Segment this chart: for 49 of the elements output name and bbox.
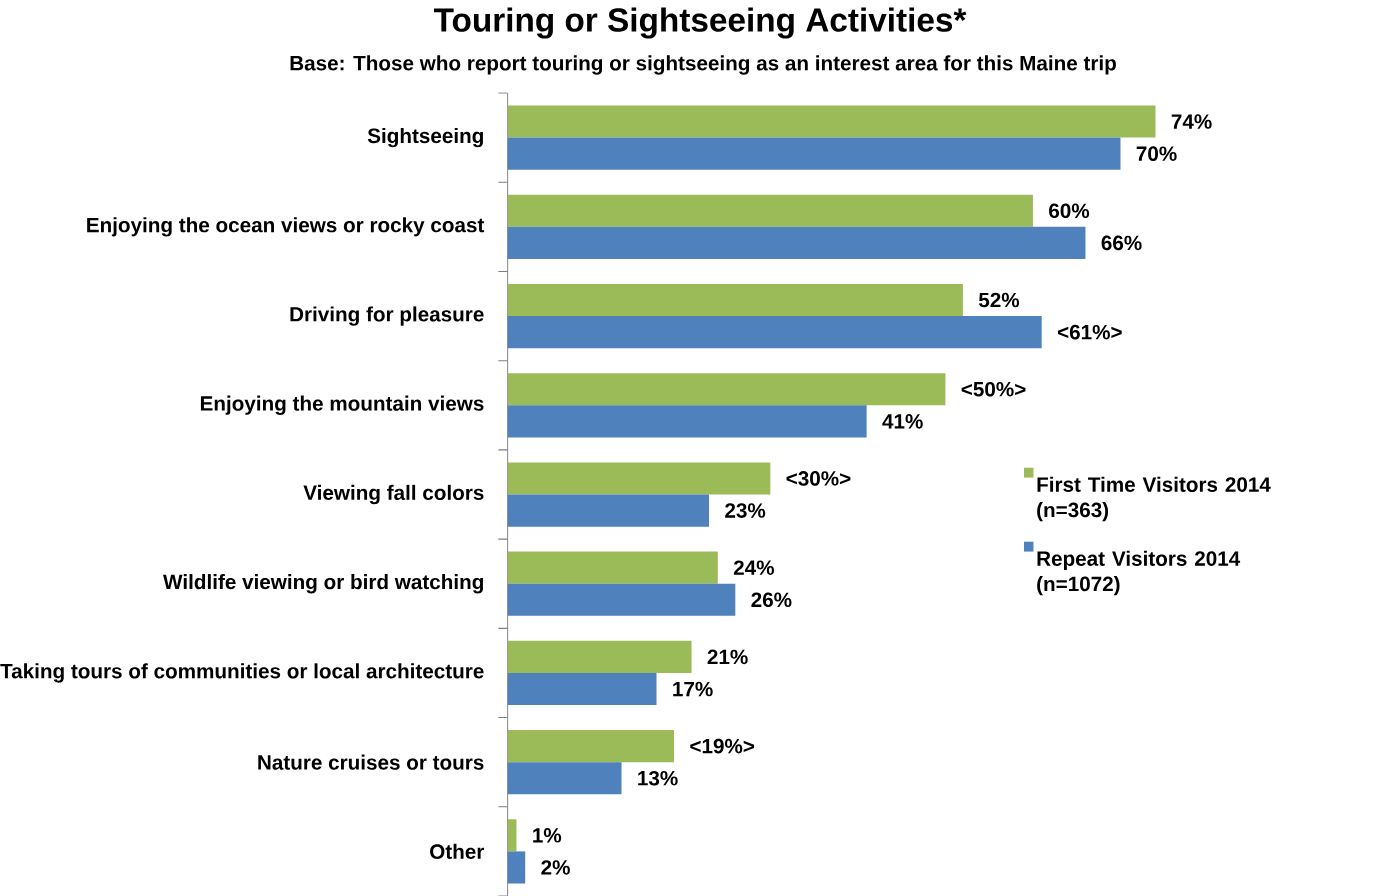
chart-title: Touring or Sightseeing Activities* [433, 7, 967, 39]
y-tick-label: Taking tours of communities or local architecture [0, 663, 484, 683]
data-label: 21% [707, 649, 748, 665]
data-label: 2% [541, 860, 570, 875]
data-label: 26% [751, 592, 792, 608]
bar [507, 551, 718, 584]
legend-label: Repeat Visitors 2014 (n=1072) [1037, 550, 1241, 596]
bar [507, 105, 1156, 138]
bar [507, 762, 622, 795]
data-label: 41% [882, 414, 923, 429]
data-label: <30%> [786, 471, 851, 486]
bar [507, 405, 867, 438]
data-label: 24% [733, 560, 774, 575]
bar [507, 672, 657, 706]
bar [507, 137, 1121, 170]
y-tick-label: Other [430, 843, 485, 859]
y-tick-label: Viewing fall colors [303, 484, 484, 505]
bar [507, 462, 771, 495]
data-label: 23% [725, 503, 766, 518]
bar [507, 583, 736, 616]
data-label: 70% [1136, 146, 1177, 162]
y-tick-label: Enjoying the ocean views or rocky coast [87, 217, 485, 237]
data-label: 52% [978, 292, 1020, 308]
bar [507, 494, 710, 527]
data-label: 13% [638, 770, 678, 786]
data-label: <19%> [690, 738, 755, 754]
y-tick-label: Driving for pleasure [290, 306, 484, 326]
bar [507, 226, 1086, 259]
y-tick-label: Wildlife viewing or bird watching [163, 574, 483, 594]
data-label: 66% [1101, 235, 1142, 251]
y-tick-label: Sightseeing [367, 127, 483, 148]
legend-label: First Time Visitors 2014 (n=363) [1037, 476, 1271, 522]
bar [507, 730, 675, 763]
bar [507, 819, 517, 852]
bar [507, 640, 692, 673]
bar [507, 373, 946, 406]
y-tick-label: Nature cruises or tours [258, 754, 484, 770]
chart-subtitle: Base: Those who report touring or sightseeing as an interest area for this Maine trip [290, 55, 1116, 75]
data-label: 17% [673, 681, 713, 697]
data-label: 1% [533, 828, 562, 843]
data-label: 74% [1171, 114, 1212, 129]
bar [507, 194, 1033, 227]
bar [507, 851, 526, 884]
data-label: <61%> [1057, 324, 1122, 340]
y-tick-label: Enjoying the mountain views [200, 395, 484, 415]
data-label: <50%> [961, 381, 1026, 397]
data-label: 60% [1049, 203, 1090, 219]
bar [507, 283, 963, 317]
bar [507, 316, 1042, 349]
